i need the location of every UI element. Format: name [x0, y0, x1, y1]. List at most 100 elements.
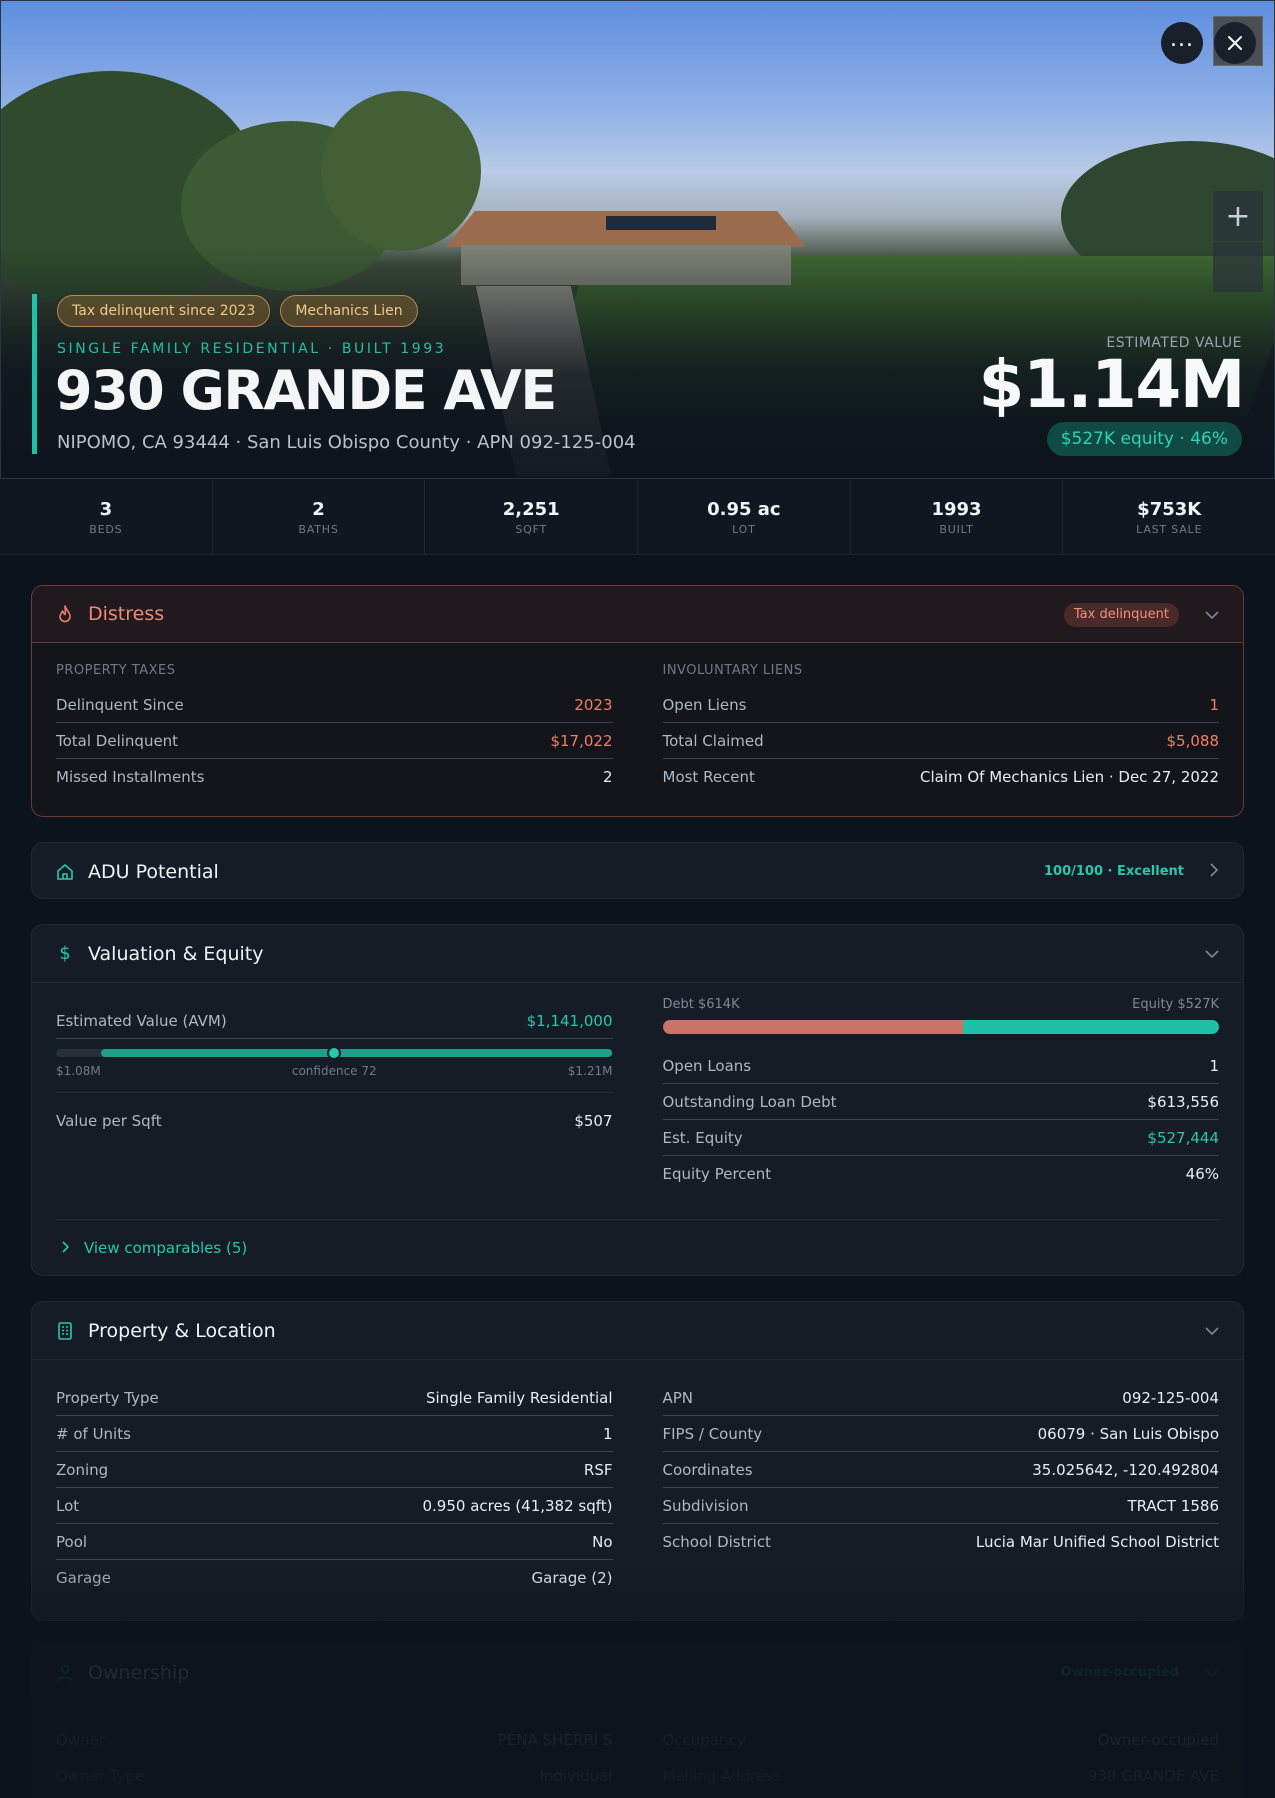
info-row: Total Claimed $5,088: [662, 723, 1220, 759]
info-row: Lot 0.950 acres (41,382 sqft): [56, 1488, 613, 1524]
ownership-header[interactable]: Ownership Owner-occupied: [32, 1644, 1243, 1701]
dollar-icon: $: [59, 943, 71, 964]
property-taxes-label: PROPERTY TAXES: [56, 663, 176, 678]
equity-segment: [963, 1020, 1219, 1034]
row-value: Owner-occupied: [1097, 1730, 1219, 1749]
row-key: Zoning: [56, 1460, 109, 1479]
zoom-out-button[interactable]: [1213, 242, 1263, 292]
stat-value: 1993: [931, 498, 982, 520]
home-icon: [56, 863, 74, 881]
row-key: Mailing Address: [662, 1767, 781, 1785]
row-key: Occupancy: [662, 1730, 746, 1749]
distress-header[interactable]: Distress Tax delinquent: [32, 586, 1243, 643]
row-value: $5,088: [1166, 731, 1220, 750]
adu-potential-card[interactable]: ADU Potential 100/100 · Excellent: [31, 842, 1244, 899]
info-row: Property Type Single Family Residential: [56, 1380, 613, 1416]
row-value: 1: [602, 1424, 613, 1443]
equity-column: Debt $614K Equity $527K Open Loans 1 Outs…: [662, 997, 1220, 1192]
info-row: Delinquent Since 2023: [56, 687, 613, 723]
zoom-in-button[interactable]: +: [1213, 191, 1263, 241]
stat-last-sale: $753K LAST SALE: [1063, 480, 1275, 554]
range-high: $1.21M: [567, 1064, 613, 1078]
row-key: Subdivision: [662, 1496, 749, 1515]
row-key: Property Type: [56, 1388, 159, 1407]
distress-title: Distress: [88, 603, 165, 625]
property-right-column: APN 092-125-004 FIPS / County 06079 · San …: [662, 1380, 1219, 1596]
chevron-down-icon[interactable]: [1205, 1663, 1219, 1682]
avm-value: $1,141,000: [526, 1011, 613, 1030]
solar-panels: [606, 216, 716, 230]
row-key: Owner Type: [56, 1767, 145, 1785]
mechanics-lien-chip: Mechanics Lien: [280, 295, 418, 327]
close-button[interactable]: [1214, 22, 1256, 64]
info-row: Equity Percent 46%: [663, 1156, 1220, 1192]
building-icon: [56, 1321, 74, 1340]
info-row: Est. Equity $527,444: [662, 1120, 1219, 1156]
row-value: Single Family Residential: [425, 1388, 613, 1407]
hero-chips: Tax delinquent since 2023 Mechanics Lien: [57, 295, 418, 327]
equity-chip: $527K equity · 46%: [1046, 422, 1242, 456]
row-value: $613,556: [1147, 1092, 1219, 1111]
distress-card: Distress Tax delinquent PROPERTY TAXES D…: [31, 585, 1244, 817]
more-options-button[interactable]: ...: [1161, 22, 1203, 64]
row-key: Equity Percent: [662, 1165, 772, 1183]
stat-value: 2,251: [502, 498, 560, 520]
chevron-down-icon[interactable]: [1205, 605, 1219, 624]
info-row: Zoning RSF: [56, 1452, 613, 1488]
chevron-down-icon[interactable]: [1205, 1321, 1219, 1340]
property-header[interactable]: Property & Location: [32, 1302, 1243, 1359]
row-key: Coordinates: [662, 1460, 753, 1479]
ellipsis-icon: ...: [1170, 26, 1194, 52]
ownership-card: Ownership Owner-occupied Owner PENA SHERR…: [31, 1643, 1244, 1798]
valuation-title: Valuation & Equity: [88, 942, 264, 965]
stats-strip: 3 BEDS 2 BATHS 2,251 SQFT 0.95 ac LOT 19…: [0, 480, 1275, 555]
divider: [56, 1092, 613, 1093]
flame-icon: [56, 605, 74, 623]
info-row: APN 092-125-004: [662, 1380, 1219, 1416]
stat-value: $753K: [1137, 498, 1202, 520]
row-key: Open Liens: [662, 695, 747, 714]
info-row: Most Recent Claim Of Mechanics Lien · Dec…: [663, 759, 1220, 795]
row-value: 1: [1209, 1056, 1219, 1075]
row-key: Outstanding Loan Debt: [662, 1092, 837, 1111]
stat-built: 1993 BUILT: [851, 480, 1064, 554]
row-key: Pool: [56, 1532, 88, 1551]
row-value: $507: [574, 1112, 613, 1130]
row-key: Total Delinquent: [56, 731, 179, 750]
info-row: Occupancy Owner-occupied: [662, 1722, 1219, 1758]
stat-lot: 0.95 ac LOT: [638, 480, 851, 554]
row-value: Claim Of Mechanics Lien · Dec 27, 2022: [919, 768, 1219, 786]
confidence-label: confidence 72: [291, 1064, 377, 1078]
stat-label: LAST SALE: [1136, 522, 1203, 536]
row-value: 2: [602, 768, 613, 786]
involuntary-liens-label: INVOLUNTARY LIENS: [662, 663, 803, 678]
range-low: $1.08M: [56, 1064, 101, 1078]
property-address: 930 GRANDE AVE: [55, 359, 557, 422]
value-range-bar: [56, 1046, 613, 1060]
adu-score: 100/100 · Excellent: [1044, 864, 1184, 879]
row-value: 1: [1209, 695, 1219, 714]
row-value: TRACT 1586: [1127, 1496, 1219, 1515]
range-labels: $1.08M confidence 72 $1.21M: [56, 1064, 613, 1078]
row-key: Garage: [56, 1569, 111, 1587]
info-row: Owner Type Individual: [56, 1758, 613, 1794]
row-key: FIPS / County: [662, 1424, 763, 1443]
avm-row: Estimated Value (AVM) $1,141,000: [56, 1003, 613, 1039]
ownership-right-column: Occupancy Owner-occupied Mailing Address 9…: [662, 1722, 1220, 1794]
view-comparables-link[interactable]: View comparables (5): [56, 1219, 1219, 1275]
row-key: # of Units: [56, 1424, 131, 1443]
equity-label: Equity $527K: [1132, 997, 1219, 1012]
info-row: Total Delinquent $17,022: [56, 723, 613, 759]
info-row: FIPS / County 06079 · San Luis Obispo: [662, 1416, 1219, 1452]
row-value: 092-125-004: [1122, 1388, 1219, 1407]
row-key: Lot: [56, 1496, 80, 1515]
chevron-right-icon[interactable]: [1210, 862, 1219, 881]
row-key: Open Loans: [662, 1056, 752, 1075]
chevron-down-icon[interactable]: [1205, 944, 1219, 963]
adu-header[interactable]: ADU Potential 100/100 · Excellent: [32, 843, 1243, 898]
info-row: Mailing Address 930 GRANDE AVE: [663, 1758, 1220, 1794]
estimated-value: $1.14M: [978, 346, 1246, 423]
distress-body: PROPERTY TAXES Delinquent Since 2023 Tota…: [32, 643, 1243, 795]
info-row: Subdivision TRACT 1586: [662, 1488, 1219, 1524]
valuation-header[interactable]: $ Valuation & Equity: [32, 925, 1243, 982]
